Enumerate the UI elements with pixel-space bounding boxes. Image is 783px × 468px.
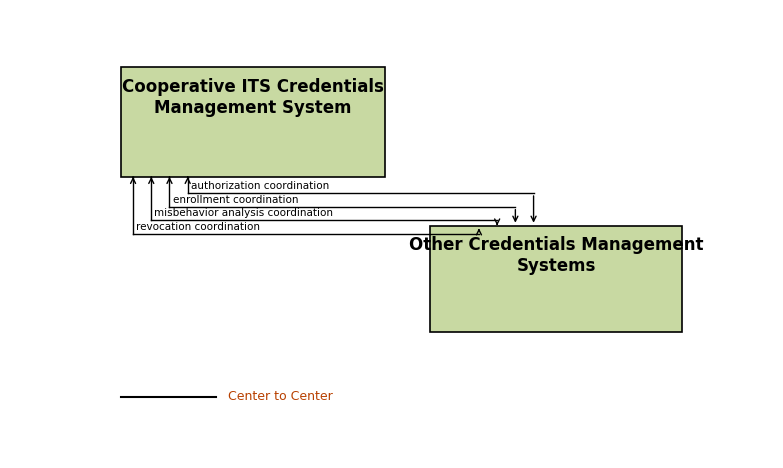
Text: Center to Center: Center to Center bbox=[229, 390, 333, 403]
Text: authorization coordination: authorization coordination bbox=[191, 181, 329, 191]
Text: enrollment coordination: enrollment coordination bbox=[172, 195, 298, 205]
Bar bbox=[121, 67, 385, 177]
Text: misbehavior analysis coordination: misbehavior analysis coordination bbox=[154, 208, 334, 218]
Bar bbox=[431, 226, 682, 332]
Text: revocation coordination: revocation coordination bbox=[136, 222, 260, 232]
Text: Cooperative ITS Credentials
Management System: Cooperative ITS Credentials Management S… bbox=[122, 78, 384, 117]
Text: Other Credentials Management
Systems: Other Credentials Management Systems bbox=[409, 236, 704, 275]
